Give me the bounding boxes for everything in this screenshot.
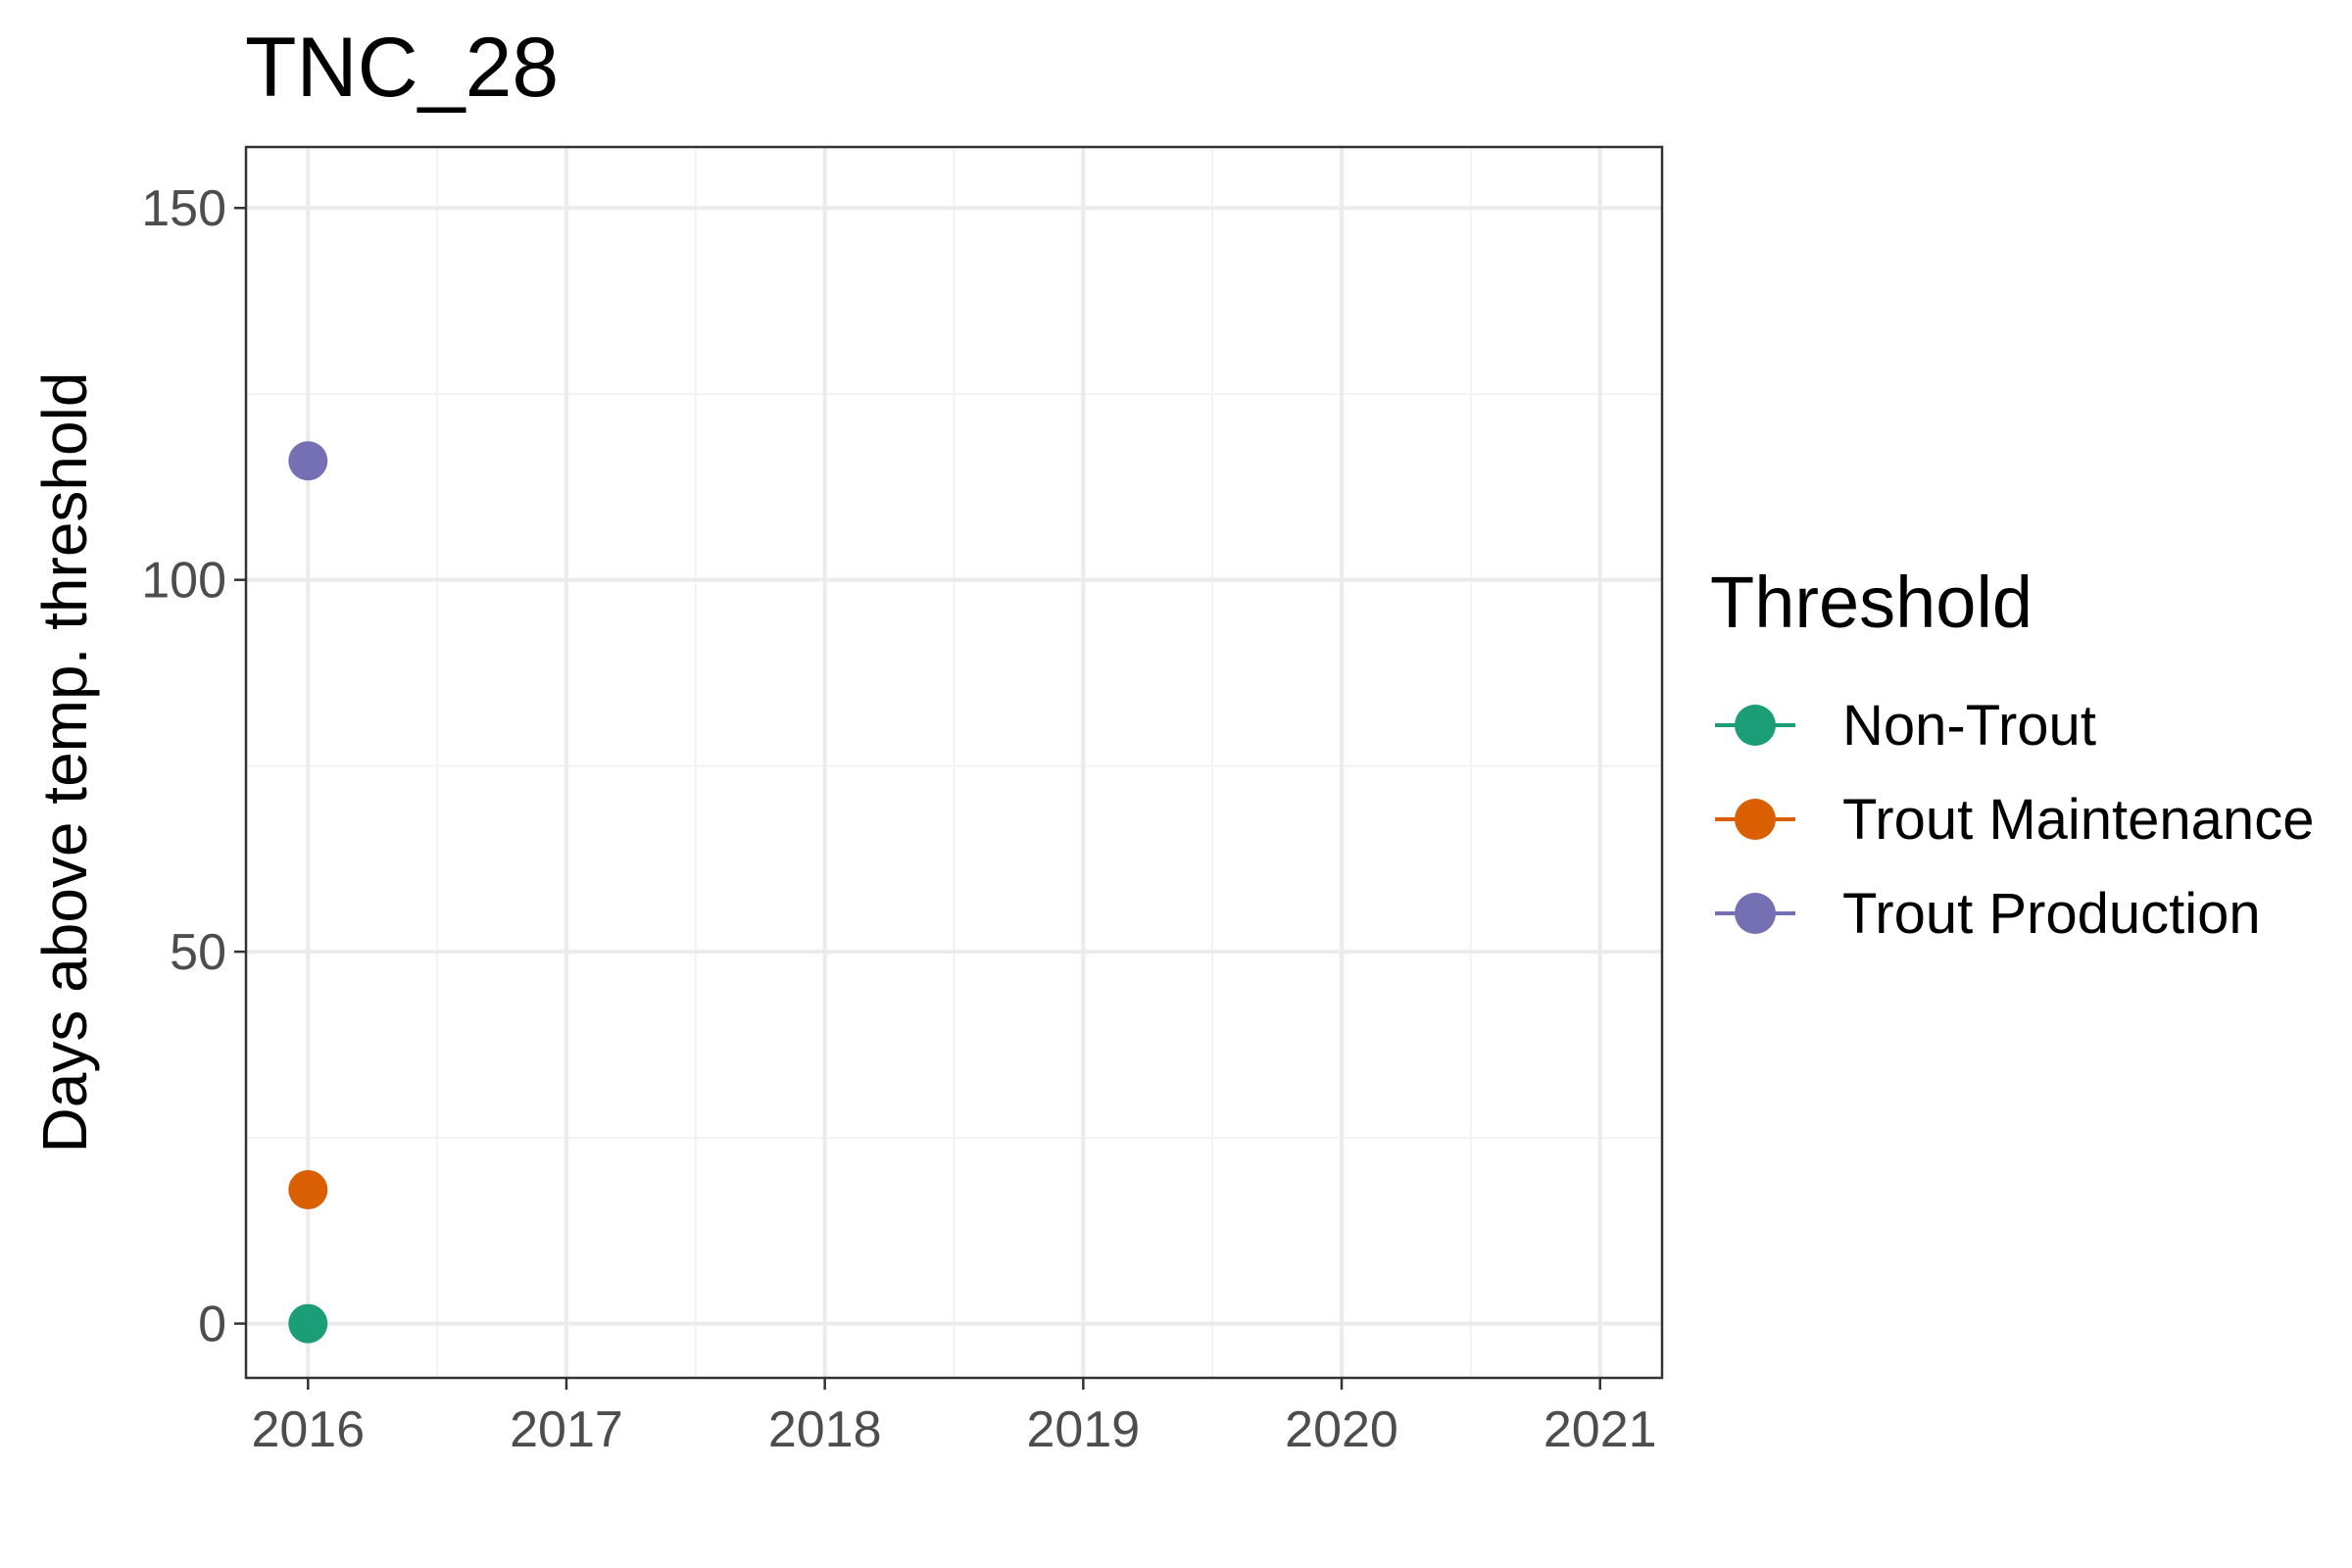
x-tick-label-2016: 2016 xyxy=(251,1401,365,1458)
minor-gridlines xyxy=(246,147,1662,1378)
y-tick-label-0: 0 xyxy=(198,1297,226,1353)
legend-item-trout-maintenance: Trout Maintenance xyxy=(1715,788,2314,852)
x-tick-label-2017: 2017 xyxy=(510,1401,623,1458)
y-axis-title: Days above temp. threshold xyxy=(29,372,100,1153)
y-axis: 0 50 100 150 xyxy=(141,180,246,1353)
legend: Threshold Non-Trout Trout Maintenance Trou… xyxy=(1710,562,2314,946)
chart-title: TNC_28 xyxy=(245,21,559,115)
legend-title: Threshold xyxy=(1710,562,2033,643)
legend-key-point xyxy=(1735,705,1776,746)
legend-key-point xyxy=(1735,799,1776,840)
legend-item-trout-production: Trout Production xyxy=(1715,882,2261,946)
legend-item-non-trout: Non-Trout xyxy=(1715,694,2096,758)
data-points xyxy=(288,441,328,1344)
point-non-trout xyxy=(288,1303,328,1344)
x-tick-label-2020: 2020 xyxy=(1285,1401,1398,1458)
point-trout-maintenance xyxy=(288,1169,328,1209)
x-axis: 2016 2017 2018 2019 2020 2021 xyxy=(251,1378,1657,1458)
point-trout-production xyxy=(288,441,328,481)
panel-border xyxy=(244,145,1664,1380)
y-tick-label-150: 150 xyxy=(141,180,226,237)
x-tick-label-2018: 2018 xyxy=(768,1401,882,1458)
y-tick-label-100: 100 xyxy=(141,553,226,610)
legend-label: Non-Trout xyxy=(1842,694,2096,758)
y-tick-label-50: 50 xyxy=(170,924,226,981)
legend-label: Trout Maintenance xyxy=(1842,788,2314,852)
legend-key-point xyxy=(1735,893,1776,934)
x-tick-label-2019: 2019 xyxy=(1026,1401,1140,1458)
legend-label: Trout Production xyxy=(1842,882,2261,946)
x-tick-label-2021: 2021 xyxy=(1544,1401,1657,1458)
